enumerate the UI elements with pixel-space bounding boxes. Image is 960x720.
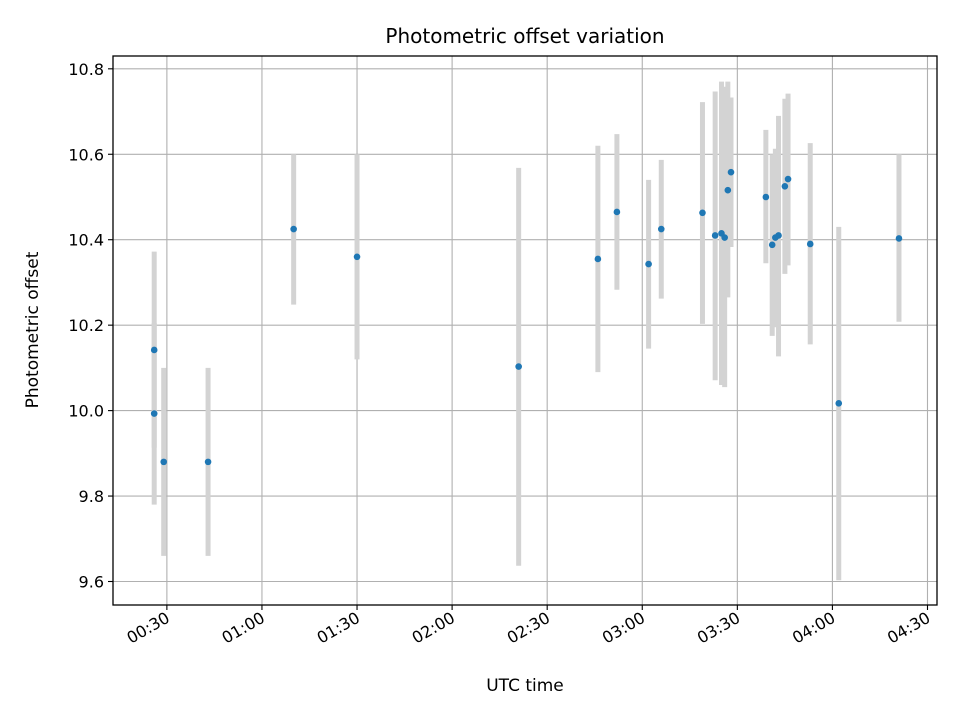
data-point [594, 255, 602, 263]
data-point [699, 209, 706, 217]
data-point [781, 183, 789, 190]
plot-frame [112, 55, 938, 606]
data-point [645, 260, 652, 268]
y-axis-label: Photometric offset [23, 251, 43, 408]
y-tick-label: 9.8 [79, 487, 104, 506]
data-point [895, 235, 903, 242]
y-tick-label: 9.6 [79, 573, 104, 592]
data-point [150, 346, 158, 354]
y-tick-label: 10.4 [68, 231, 104, 250]
data-point [806, 240, 814, 248]
data-point [515, 363, 522, 370]
data-point [784, 175, 792, 183]
data-point [353, 253, 361, 261]
y-tick-label: 10.2 [68, 316, 104, 335]
data-point [762, 193, 770, 201]
data-point [835, 400, 843, 407]
data-point [160, 458, 168, 466]
data-point [657, 225, 665, 233]
data-point [724, 186, 732, 194]
y-tick-label: 10.8 [68, 60, 104, 79]
chart-title: Photometric offset variation [385, 24, 664, 48]
data-point [768, 241, 776, 249]
grid [113, 56, 937, 605]
data-point [711, 232, 719, 239]
data-point [290, 225, 297, 233]
data-points [150, 168, 903, 466]
y-axis: 9.6 9.8 10.0 10.2 10.4 10.6 10.8 [68, 60, 113, 592]
data-point [613, 208, 621, 216]
data-point [204, 458, 212, 466]
x-axis-label: UTC time [486, 676, 564, 696]
data-point [721, 234, 728, 241]
data-point [150, 410, 158, 417]
data-point [775, 232, 782, 239]
data-point [727, 168, 735, 176]
y-tick-label: 10.0 [68, 402, 104, 421]
y-tick-label: 10.6 [68, 145, 104, 164]
